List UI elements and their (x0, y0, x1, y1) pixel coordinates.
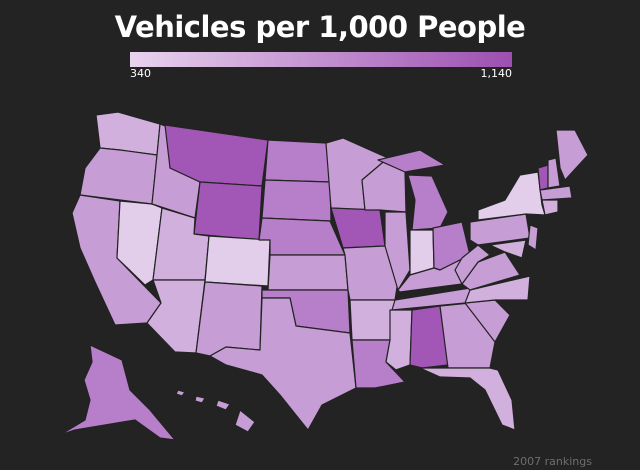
state-florida (419, 367, 516, 431)
state-alaska (59, 344, 176, 441)
state-mississippi (385, 309, 413, 371)
state-colorado (204, 235, 271, 287)
map-title: Vehicles per 1,000 People (114, 10, 526, 44)
footnote-rankings-year: 2007 rankings (513, 455, 592, 468)
state-hawaii-big-island (234, 409, 256, 433)
state-hawaii-kauai (175, 389, 186, 397)
state-maine (555, 129, 589, 181)
state-illinois (384, 211, 411, 291)
state-new-york (477, 171, 546, 221)
color-scale-legend (130, 52, 512, 67)
state-texas (209, 297, 357, 431)
state-north-carolina (464, 275, 531, 304)
state-connecticut (541, 199, 559, 216)
state-indiana (409, 229, 435, 276)
legend-min-label: 340 (130, 67, 151, 80)
state-michigan-up (377, 149, 446, 173)
state-kansas (267, 254, 349, 291)
state-new-mexico (195, 281, 263, 357)
state-wyoming (193, 181, 263, 241)
state-maryland (489, 239, 527, 259)
state-alabama (409, 305, 449, 369)
state-hawaii-oahu (194, 395, 206, 404)
state-michigan (407, 174, 449, 231)
state-nebraska (258, 217, 346, 256)
state-oregon (79, 147, 158, 205)
state-arizona (146, 279, 206, 354)
state-south-dakota (261, 179, 332, 222)
state-north-dakota (264, 139, 331, 183)
state-vermont (537, 164, 549, 191)
state-new-jersey (527, 224, 539, 251)
state-hawaii-maui (215, 399, 231, 411)
state-massachusetts (539, 185, 573, 201)
state-arkansas (349, 299, 396, 341)
state-kentucky (397, 254, 471, 293)
legend-max-label: 1,140 (480, 67, 513, 80)
state-new-hampshire (547, 157, 561, 189)
